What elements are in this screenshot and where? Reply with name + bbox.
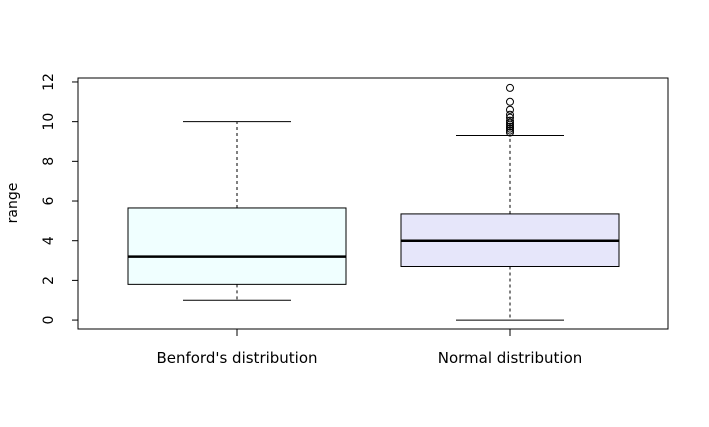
y-tick-label: 4 <box>41 236 57 245</box>
y-tick-label: 6 <box>41 196 57 205</box>
y-axis: 0 2 4 6 8 10 12 <box>41 73 79 325</box>
plot-frame <box>77 77 669 330</box>
outlier-point <box>506 124 514 133</box>
outlier-point <box>506 97 514 106</box>
outlier-point <box>506 105 514 114</box>
category-label: Benford's distribution <box>156 349 317 367</box>
outlier-point <box>506 116 514 125</box>
outlier-point <box>506 128 514 137</box>
outlier-point <box>506 83 514 92</box>
box-group <box>127 121 347 301</box>
y-tick-label: 8 <box>41 157 57 166</box>
boxes <box>127 83 620 321</box>
y-tick-label: 2 <box>41 276 57 285</box>
box-group <box>400 83 620 321</box>
outlier-point <box>506 110 514 119</box>
y-tick-label: 0 <box>41 316 57 325</box>
y-tick-label: 10 <box>41 113 57 131</box>
y-axis-title: range <box>5 183 21 224</box>
outlier-point <box>506 118 514 127</box>
x-axis: Benford's distribution Normal distributio… <box>156 328 583 367</box>
category-label: Normal distribution <box>438 349 583 367</box>
box <box>127 207 347 285</box>
outlier-point <box>506 113 514 122</box>
y-tick-label: 12 <box>41 73 57 91</box>
outlier-point <box>506 122 514 131</box>
outlier-point <box>506 126 514 135</box>
